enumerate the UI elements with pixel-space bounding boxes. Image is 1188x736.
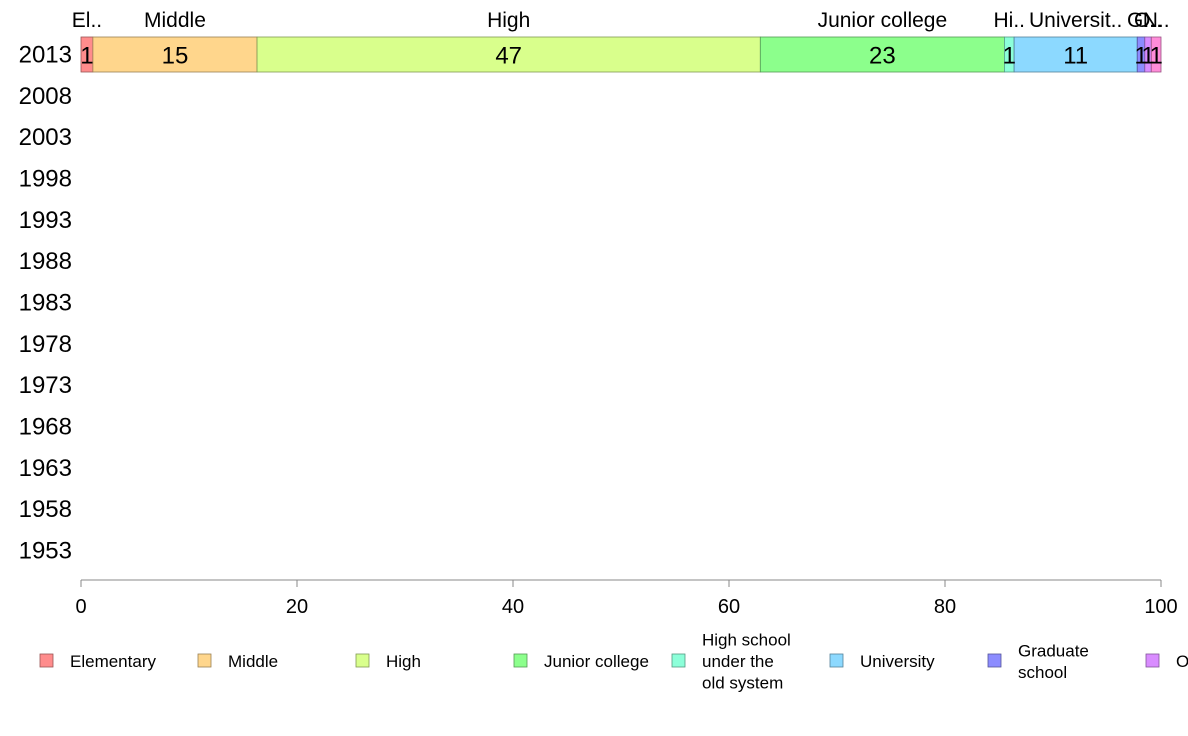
segment-top-label: O.. (1134, 9, 1162, 32)
top-labels-layer: El.. Middle High Junior college Hi.. Universi… (72, 9, 1170, 32)
data-label: 1 (1003, 43, 1016, 70)
data-label: 47 (495, 43, 522, 70)
x-tick-label: 40 (502, 596, 524, 618)
legend-swatch (671, 653, 686, 668)
y-tick-label: 2013 (19, 42, 72, 69)
legend-label: High (386, 652, 421, 671)
bars-layer (80, 36, 1162, 73)
data-label: 15 (162, 43, 189, 70)
value-labels-layer: 1 15 47 23 1 11 111 (80, 43, 1163, 70)
legend-swatch (829, 653, 844, 668)
segment-top-label: N.. (1143, 9, 1170, 32)
bar-segment (1150, 36, 1162, 73)
y-tick-label: 1963 (19, 455, 72, 482)
data-label: 23 (869, 43, 896, 70)
legend-label: High school (702, 631, 791, 650)
segment-top-label: High (487, 9, 530, 32)
x-tick-label: 60 (718, 596, 740, 618)
legend-swatch (197, 653, 212, 668)
x-tick-label: 80 (934, 596, 956, 618)
legend-label: Graduate (1018, 641, 1089, 660)
legend-swatch (355, 653, 370, 668)
y-tick-label: 1978 (19, 331, 72, 358)
data-label: 1 (1149, 43, 1162, 70)
y-tick-label: 1998 (19, 165, 72, 192)
legend-label: school (1018, 663, 1067, 682)
data-label: 11 (1063, 43, 1088, 70)
legend-label: O (1176, 652, 1188, 671)
data-label: 1 (1141, 43, 1154, 70)
x-tick-label: 20 (286, 596, 308, 618)
segment-top-label: Junior college (818, 9, 948, 32)
y-tick-label: 2008 (19, 83, 72, 110)
x-tick-label: 100 (1144, 596, 1177, 618)
y-axis: 2013 2008 2003 1998 1993 1988 1983 1978 1973 1968… (19, 42, 72, 565)
segment-top-label: El.. (72, 9, 102, 32)
bar-segment (1013, 36, 1138, 73)
y-tick-label: 2003 (19, 124, 72, 151)
y-tick-label: 1983 (19, 289, 72, 316)
segment-top-label: G.. (1127, 9, 1155, 32)
legend-label: Elementary (70, 652, 156, 671)
y-tick-label: 1988 (19, 248, 72, 275)
legend-swatch (1145, 653, 1160, 668)
legend-label: under the (702, 652, 774, 671)
bar-segment (256, 36, 761, 73)
legend-swatch (513, 653, 528, 668)
legend-label: University (860, 652, 935, 671)
legend: Elementary Middle High Junior college High s… (39, 631, 1188, 693)
segment-top-label: Middle (144, 9, 206, 32)
x-tick-label: 0 (75, 596, 86, 618)
legend-label: Middle (228, 652, 278, 671)
legend-swatch (39, 653, 54, 668)
data-label: 1 (80, 43, 93, 70)
legend-label: old system (702, 674, 783, 693)
y-tick-label: 1993 (19, 207, 72, 234)
legend-label: Junior college (544, 652, 649, 671)
x-axis: 0 20 40 60 80 100 (75, 579, 1178, 618)
segment-top-label: Hi.. (994, 9, 1026, 32)
legend-swatch (987, 653, 1002, 668)
y-tick-label: 1973 (19, 372, 72, 399)
segment-top-label: Universit.. (1029, 9, 1122, 32)
data-label: 1 (1134, 43, 1147, 70)
y-tick-label: 1958 (19, 496, 72, 523)
y-tick-label: 1968 (19, 413, 72, 440)
y-tick-label: 1953 (19, 537, 72, 564)
